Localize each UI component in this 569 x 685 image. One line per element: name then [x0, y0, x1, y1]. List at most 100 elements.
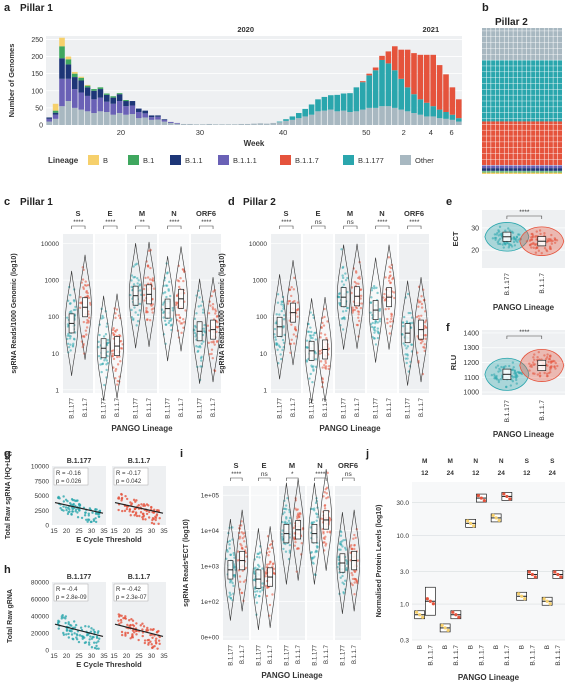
- panel-c-violin: [192, 278, 207, 384]
- panel-a-bar-segment: [84, 111, 91, 125]
- panel-c-point: [162, 310, 166, 313]
- panel-i-point: [293, 544, 296, 547]
- panel-a-bar-segment: [110, 96, 116, 98]
- panel-h-point: [92, 628, 95, 632]
- panel-c-point: [144, 276, 147, 280]
- panel-h-point: [64, 621, 67, 625]
- panel-h-point: [95, 647, 98, 650]
- panel-h-point: [118, 622, 121, 626]
- panel-c-violin: [110, 293, 124, 399]
- panel-h-point: [147, 643, 150, 646]
- panel-d-point: [383, 292, 386, 296]
- panel-g-point: [131, 510, 134, 514]
- panel-i-point: [296, 517, 299, 520]
- panel-a-bar-segment: [155, 115, 161, 117]
- panel-c-point: [213, 343, 216, 346]
- panel-d-point: [282, 326, 285, 329]
- panel-h-xtick-label: 20: [123, 653, 131, 660]
- panel-a-bar-segment: [302, 108, 308, 117]
- panel-i-point: [353, 544, 356, 547]
- panel-a-bar-segment: [379, 106, 385, 125]
- panel-i-significance-label: ns: [261, 471, 269, 478]
- panel-d-point: [328, 364, 331, 368]
- panel-f-point: [549, 368, 552, 371]
- panel-h-ytick-label: 20000: [31, 631, 49, 638]
- panel-i-point: [325, 492, 328, 495]
- panel-e-point: [501, 243, 504, 246]
- panel-a-bar-segment: [328, 95, 334, 110]
- panel-a-xtick-label: 4: [429, 128, 433, 137]
- panel-e-point: [514, 239, 518, 242]
- panel-i-point: [257, 552, 260, 556]
- panel-i-point: [352, 537, 355, 540]
- panel-h-point: [75, 638, 79, 641]
- panel-a-bar-segment: [59, 78, 65, 107]
- panel-a-bar-segment: [456, 121, 462, 125]
- panel-g-xtick-label: 35: [100, 528, 108, 535]
- panel-c-xtick-label: B.1.1.7: [179, 397, 185, 417]
- panel-d-point: [341, 328, 345, 331]
- panel-a-bar-segment: [443, 74, 449, 112]
- panel-f-point: [490, 373, 494, 377]
- panel-c-violin: [160, 256, 175, 362]
- panel-d-point: [351, 306, 354, 309]
- panel-j-point: [556, 572, 560, 577]
- panel-i-point: [271, 562, 275, 566]
- panel-i-point: [312, 562, 315, 565]
- panel-i-point: [254, 566, 257, 569]
- panel-i-significance-label: ns: [345, 471, 353, 478]
- panel-g-point: [68, 510, 71, 513]
- panel-i-xtick-label: B.1.177: [228, 644, 234, 665]
- panel-g-xtick-label: 25: [135, 528, 143, 535]
- panel-d-point: [386, 321, 389, 325]
- panel-c-point: [177, 313, 181, 317]
- panel-c-point: [65, 316, 69, 319]
- panel-h-point: [127, 619, 131, 622]
- panel-c-point: [114, 316, 117, 320]
- panel-i-ytick-label: 1e+03: [201, 564, 220, 571]
- legend-label: B.1.1: [185, 156, 203, 165]
- panel-i-xlabel: PANGO Lineage: [261, 671, 323, 680]
- panel-a-xlabel: Week: [244, 139, 265, 148]
- panel-i-point: [314, 501, 318, 505]
- panel-c-point: [118, 333, 121, 337]
- panel-g-point: [56, 496, 60, 500]
- panel-i-point: [236, 559, 240, 562]
- panel-h-point: [131, 619, 135, 622]
- panel-f-ytick-label: 1200: [463, 360, 479, 367]
- panel-c-point: [176, 279, 179, 282]
- panel-j-xtick-label: B: [417, 645, 424, 649]
- panel-i-violin: [264, 526, 277, 628]
- panel-d-point: [327, 367, 330, 371]
- panel-d-point: [359, 288, 363, 291]
- panel-d-point: [357, 316, 360, 319]
- panel-a-bar-segment: [443, 111, 449, 119]
- panel-a-bar-segment: [340, 93, 347, 111]
- panel-c-point: [135, 262, 138, 266]
- panel-e-point: [534, 251, 538, 254]
- panel-e-significance-bracket: [506, 215, 543, 219]
- panel-a-xtick-label: 2: [402, 128, 406, 137]
- panel-c-point: [78, 306, 82, 310]
- panel-j-point: [491, 513, 495, 518]
- panel-a-bar-segment: [392, 107, 398, 125]
- panel-i-significance-bracket: [314, 477, 327, 481]
- panel-i-point: [240, 547, 244, 550]
- panel-a-bar-segment: [46, 121, 52, 125]
- panel-e-point: [543, 232, 546, 235]
- panel-i-point: [284, 504, 288, 507]
- panel-a-bar-segment: [65, 101, 72, 125]
- panel-a-bar-segment: [353, 111, 360, 125]
- panel-c-point: [111, 328, 114, 332]
- panel-j-point: [472, 524, 476, 528]
- panel-c-violin: [206, 277, 220, 383]
- panel-d-title: Pillar 2: [243, 197, 276, 208]
- panel-d-point: [369, 301, 372, 304]
- panel-i-point: [350, 571, 353, 575]
- panel-d-point: [404, 353, 407, 356]
- panel-c-point: [149, 266, 152, 270]
- panel-g-xtick-label: 35: [160, 528, 168, 535]
- panel-g-point: [128, 508, 132, 511]
- panel-c-point: [215, 330, 218, 334]
- panel-c-point: [116, 363, 120, 366]
